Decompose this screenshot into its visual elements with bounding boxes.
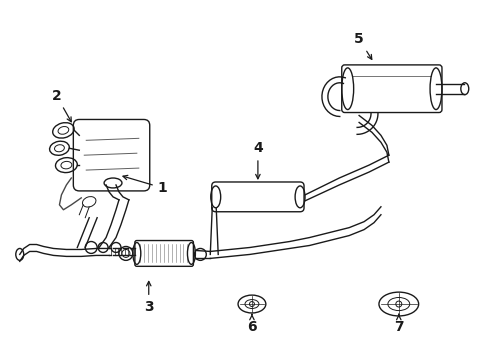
Text: 5: 5: [354, 32, 372, 59]
Text: 1: 1: [123, 175, 168, 195]
Text: 2: 2: [51, 89, 71, 122]
Text: 6: 6: [247, 314, 257, 334]
Text: 7: 7: [394, 314, 404, 334]
Text: 3: 3: [144, 282, 153, 314]
Text: 4: 4: [253, 141, 263, 179]
